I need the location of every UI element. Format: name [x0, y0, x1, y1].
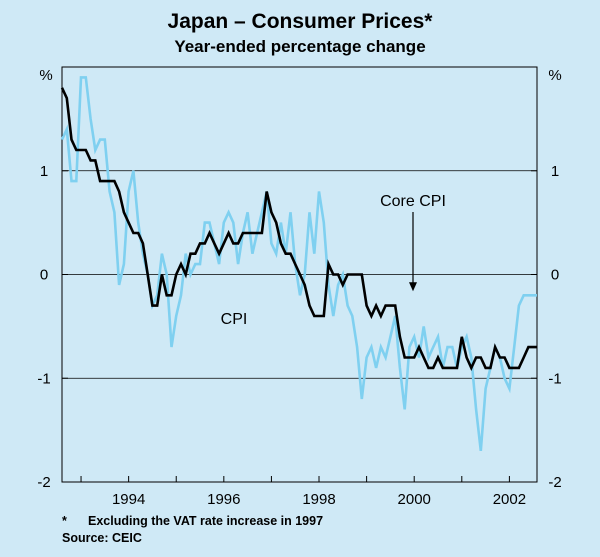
- core-cpi-annotation-arrowhead: [409, 282, 417, 292]
- y-unit-left: %: [39, 67, 52, 84]
- core-cpi-annotation-label: Core CPI: [380, 193, 446, 210]
- annotations: Core CPI CPI: [221, 193, 446, 328]
- x-tick-label: 2002: [493, 491, 526, 508]
- y-tick-label-left: 1: [40, 163, 48, 180]
- y-tick-label-left: -2: [37, 474, 50, 491]
- y-tick-label-left: 0: [40, 267, 48, 284]
- x-tick-label: 1994: [112, 491, 145, 508]
- y-unit-right: %: [548, 67, 561, 84]
- cpi-series-line: [60, 76, 537, 452]
- x-tick-label: 2000: [398, 491, 431, 508]
- y-tick-label-right: 0: [551, 267, 559, 284]
- y-tick-label-right: -1: [548, 370, 561, 387]
- x-tick-label: 1996: [207, 491, 240, 508]
- cpi-annotation-label: CPI: [221, 311, 248, 328]
- footnote-marker: *: [62, 514, 67, 528]
- axis-ticks: -2 -2 -1 -1 0 0 1 1 1994 1996 1998 2000 2002: [37, 163, 561, 508]
- chart-title: Japan – Consumer Prices*: [168, 10, 434, 33]
- core-cpi-series-line: [60, 87, 537, 372]
- chart-subtitle: Year-ended percentage change: [174, 37, 425, 56]
- y-tick-label-right: -2: [548, 474, 561, 491]
- source-note: Source: CEIC: [62, 531, 142, 545]
- x-tick-label: 1998: [302, 491, 335, 508]
- series-group: [60, 76, 537, 452]
- y-tick-label-left: -1: [37, 370, 50, 387]
- footnote: * Excluding the VAT rate increase in 1997: [62, 514, 323, 528]
- footnote-text: Excluding the VAT rate increase in 1997: [88, 514, 324, 528]
- y-tick-label-right: 1: [551, 163, 559, 180]
